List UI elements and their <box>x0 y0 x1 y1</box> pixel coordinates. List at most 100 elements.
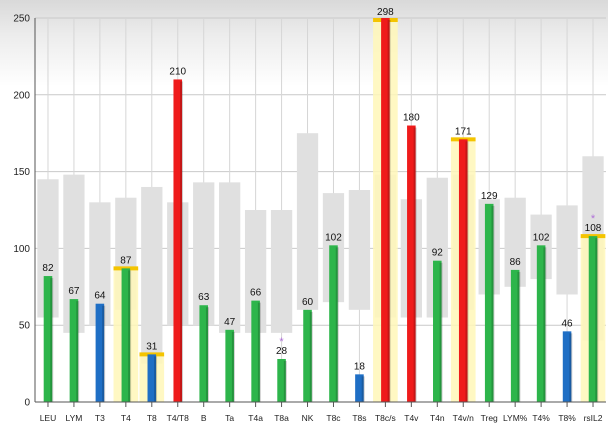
category-label: B <box>201 413 207 423</box>
y-tick-label: 0 <box>24 398 30 409</box>
category-label: Ta <box>225 413 234 423</box>
bar <box>199 305 208 402</box>
bar <box>173 79 183 402</box>
bar-shade <box>205 307 209 402</box>
value-label: 60 <box>302 297 314 308</box>
y-tick-label: 250 <box>13 14 30 25</box>
value-label: 171 <box>455 126 472 137</box>
value-label: 180 <box>403 113 420 124</box>
value-label: 82 <box>42 263 54 274</box>
bar <box>433 260 442 402</box>
value-label: 67 <box>68 286 80 297</box>
bar-shade <box>439 262 443 402</box>
value-label: 102 <box>533 232 550 243</box>
bar-shade <box>387 20 391 402</box>
reference-range-band <box>296 133 319 310</box>
bar <box>225 329 234 402</box>
category-label: T8a <box>274 413 289 423</box>
bar-shade <box>128 270 132 402</box>
bar-shade <box>231 331 235 402</box>
bar <box>69 299 79 402</box>
bar-shade <box>465 141 469 402</box>
axes <box>34 18 606 407</box>
reference-range-band <box>37 179 59 318</box>
reference-range-band <box>556 205 578 295</box>
reference-range-band <box>348 190 371 310</box>
bar <box>407 125 416 403</box>
value-label: 66 <box>250 288 262 299</box>
category-label: NK <box>302 413 314 423</box>
category-label: T4% <box>532 413 550 423</box>
bar <box>484 203 494 402</box>
reference-range-band <box>63 174 85 333</box>
bar <box>510 269 520 402</box>
y-tick-label: 150 <box>13 167 30 178</box>
value-label: 46 <box>562 318 574 329</box>
category-label: T8c/s <box>375 413 396 423</box>
reference-range-band <box>426 177 448 318</box>
value-label: 28 <box>276 346 288 357</box>
bar-shade <box>491 205 495 402</box>
reference-range-band <box>270 210 293 333</box>
bar-shade <box>595 238 599 402</box>
value-label: 18 <box>354 361 366 372</box>
star-marker: * <box>279 336 284 348</box>
value-label: 86 <box>510 257 522 268</box>
bar-shade <box>543 247 547 402</box>
bar <box>95 303 105 402</box>
bar <box>121 268 131 402</box>
category-label: LEU <box>40 413 57 423</box>
category-label: Treg <box>481 413 498 423</box>
bar-shade <box>413 127 417 403</box>
bars <box>43 18 599 403</box>
value-label: 298 <box>377 7 394 18</box>
reference-range-band <box>504 197 526 287</box>
bar <box>251 300 260 402</box>
value-label: 102 <box>325 232 342 243</box>
category-label: LYM <box>66 413 83 423</box>
category-label: T4v/n <box>453 413 475 423</box>
reference-range-band <box>89 202 111 326</box>
bar-shade <box>180 81 184 402</box>
bar <box>562 331 572 402</box>
bar-shade <box>50 278 54 402</box>
bar <box>458 139 468 402</box>
category-label: T8 <box>147 413 157 423</box>
category-label: T4 <box>121 413 131 423</box>
category-label: LYM% <box>503 413 528 423</box>
y-tick-label: 100 <box>13 244 30 255</box>
bar <box>277 358 286 402</box>
category-label: T8s <box>352 413 366 423</box>
reference-range-band <box>193 182 215 326</box>
bar-shade <box>257 302 261 402</box>
value-label: 108 <box>585 223 602 234</box>
value-label: 210 <box>169 66 186 77</box>
labels: 0 50 100 150 200 250 82 LEU 67 LYM 64 T3 87 T4 31 T8 210… <box>13 7 602 423</box>
bar-shade <box>517 271 521 402</box>
reference-range-band <box>219 182 241 333</box>
reference-range-band <box>244 210 267 333</box>
bar <box>588 236 598 402</box>
value-label: 92 <box>432 248 444 259</box>
value-label: 64 <box>94 291 106 302</box>
category-label: T4v <box>404 413 419 423</box>
bar-shade <box>335 247 339 402</box>
category-label: T8c <box>326 413 341 423</box>
bar-shade <box>154 356 158 402</box>
bar-shade <box>569 333 573 402</box>
value-label: 31 <box>146 341 158 352</box>
category-label: T4/T8 <box>167 413 189 423</box>
bar <box>536 245 546 402</box>
value-label: 63 <box>198 292 210 303</box>
bar <box>355 374 364 402</box>
star-marker: * <box>591 213 596 225</box>
y-tick-label: 200 <box>13 90 30 101</box>
category-label: rsIL2 <box>584 413 603 423</box>
category-label: T4n <box>430 413 445 423</box>
bar-shade <box>102 305 106 402</box>
category-label: T8% <box>558 413 576 423</box>
y-tick-label: 50 <box>19 321 31 332</box>
bar <box>43 276 53 402</box>
